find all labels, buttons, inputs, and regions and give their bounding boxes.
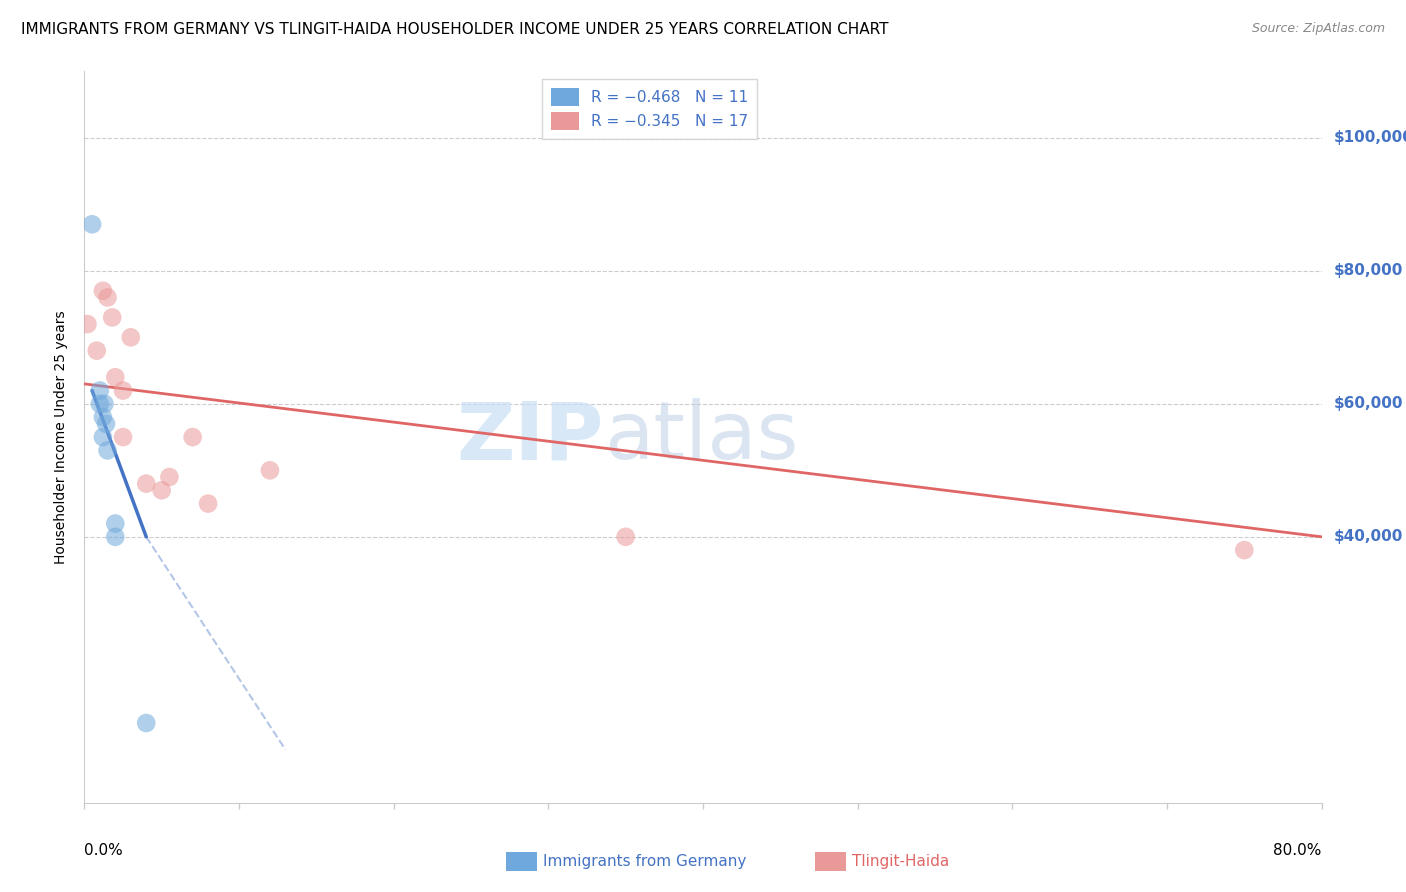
Point <box>82 217 104 231</box>
Point <box>94 417 117 431</box>
Point <box>104 530 127 544</box>
Point <box>120 330 142 344</box>
Point <box>181 430 204 444</box>
Text: Tlingit-Haida: Tlingit-Haida <box>852 855 949 869</box>
Point <box>86 343 108 358</box>
Point <box>104 370 127 384</box>
Legend: R = −0.468   N = 11, R = −0.345   N = 17: R = −0.468 N = 11, R = −0.345 N = 17 <box>543 79 758 139</box>
Point <box>259 463 281 477</box>
Text: IMMIGRANTS FROM GERMANY VS TLINGIT-HAIDA HOUSEHOLDER INCOME UNDER 25 YEARS CORRE: IMMIGRANTS FROM GERMANY VS TLINGIT-HAIDA… <box>21 22 889 37</box>
Text: $60,000: $60,000 <box>1334 396 1403 411</box>
Point <box>91 410 114 425</box>
Text: $80,000: $80,000 <box>1334 263 1403 278</box>
Point <box>104 516 127 531</box>
Text: 80.0%: 80.0% <box>1274 843 1322 858</box>
Point <box>96 290 118 304</box>
Point <box>112 384 135 398</box>
Point <box>89 397 111 411</box>
Point <box>93 397 115 411</box>
Point <box>614 530 637 544</box>
Point <box>76 317 98 331</box>
Point <box>96 443 118 458</box>
Point <box>91 284 114 298</box>
Point <box>101 310 124 325</box>
Text: atlas: atlas <box>605 398 799 476</box>
Text: Immigrants from Germany: Immigrants from Germany <box>543 855 747 869</box>
Text: 0.0%: 0.0% <box>84 843 124 858</box>
Point <box>1233 543 1256 558</box>
Point <box>197 497 219 511</box>
Text: $40,000: $40,000 <box>1334 529 1403 544</box>
Point <box>150 483 173 498</box>
Point <box>112 430 135 444</box>
Text: $100,000: $100,000 <box>1334 130 1406 145</box>
Point <box>91 430 114 444</box>
Point <box>159 470 180 484</box>
Text: ZIP: ZIP <box>457 398 605 476</box>
Point <box>89 384 111 398</box>
Y-axis label: Householder Income Under 25 years: Householder Income Under 25 years <box>55 310 69 564</box>
Point <box>135 716 157 731</box>
Point <box>135 476 157 491</box>
Text: Source: ZipAtlas.com: Source: ZipAtlas.com <box>1251 22 1385 36</box>
